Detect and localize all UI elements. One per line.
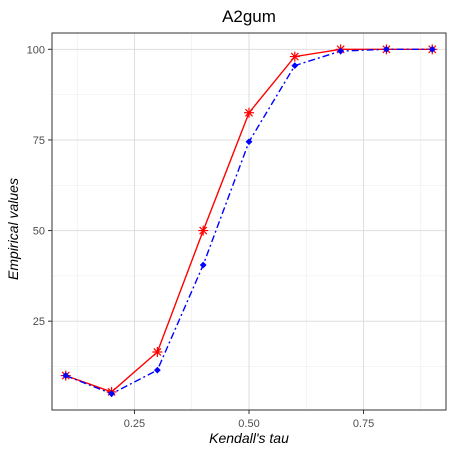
y-tick-label: 50 [33,226,45,238]
series-2-point [108,390,115,398]
y-tick-label: 75 [33,135,45,147]
series-2-point [153,366,161,374]
x-axis-title: Kendall's tau [209,430,289,446]
y-axis-title: Empirical values [5,178,21,280]
y-tick-label: 100 [27,44,45,56]
series-2-point [62,372,70,379]
series-1-point [244,107,254,118]
series-layer [60,44,438,398]
series-2-point [337,47,345,55]
ticks: 0.25 0.50 0.75 25 50 75 100 [27,44,375,430]
x-tick-label: 0.25 [124,418,145,430]
series-2-point [291,62,299,70]
chart-title: A2gum [222,7,276,26]
series-2-point [245,138,253,146]
series-2-point [199,261,207,269]
series-2-point [383,45,390,53]
series-2-point [428,45,436,53]
x-tick-label: 0.50 [238,418,259,430]
y-tick-label: 25 [33,316,45,328]
series-1-point [289,51,300,62]
series-1-point [152,347,163,357]
series-1-point [198,225,209,236]
x-tick-label: 0.75 [353,418,374,430]
